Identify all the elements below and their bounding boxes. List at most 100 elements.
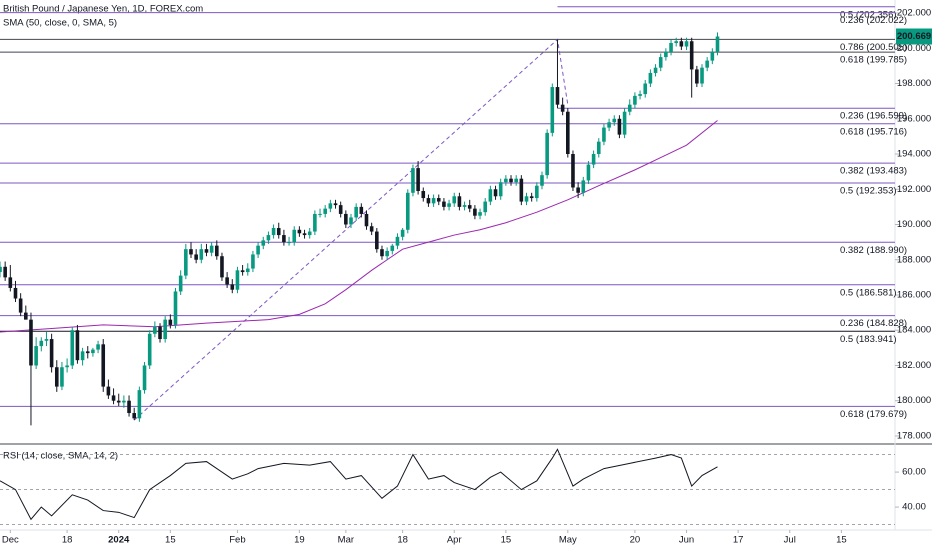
candle-body: [602, 127, 606, 142]
candle-body: [612, 118, 617, 123]
fib-label: 0.5 (183.941): [840, 334, 897, 345]
y-tick-label: 202.000: [897, 8, 931, 19]
y-tick-label: 200.000: [897, 43, 931, 54]
fib-label: 0.236 (196.599): [840, 111, 907, 122]
candle-body: [178, 275, 183, 292]
candle-body: [344, 213, 348, 225]
candle-body: [111, 395, 116, 401]
candle-body: [70, 330, 75, 366]
candle-body: [622, 111, 627, 135]
y-tick-label: 194.000: [897, 149, 931, 160]
candle-body: [473, 208, 477, 216]
candle-body: [276, 228, 281, 236]
candle-body: [251, 254, 255, 269]
candle-body: [586, 164, 591, 181]
candle-body: [318, 213, 322, 215]
candle-body: [173, 291, 178, 325]
candle-body: [400, 229, 405, 237]
candle-body: [411, 168, 415, 193]
candle-body: [24, 312, 28, 320]
candle-body: [220, 256, 224, 278]
candle-body: [684, 41, 689, 47]
x-tick-label: 2024: [108, 535, 130, 546]
candle-body: [571, 154, 575, 188]
candle-body: [245, 268, 250, 273]
candle-body: [184, 249, 188, 276]
candle-body: [390, 245, 395, 251]
candle-body: [328, 203, 333, 209]
sma-label: SMA (50, close, 0, SMA, 5): [3, 18, 117, 29]
candle-body: [282, 235, 286, 243]
fib-label: 0.236 (184.828): [840, 318, 907, 329]
x-tick-label: Jul: [784, 535, 796, 546]
y-tick-label: 188.000: [897, 254, 931, 265]
candle-body: [307, 231, 312, 236]
candle-body: [633, 95, 637, 105]
candle-body: [214, 245, 219, 257]
fib-label: 0.236 (202.022): [840, 15, 907, 26]
candle-body: [679, 41, 684, 47]
fib-label: 0.5 (202.356): [840, 9, 897, 20]
candle-body: [638, 94, 642, 96]
candle-body: [235, 270, 240, 290]
candle-body: [338, 205, 343, 214]
candle-body: [323, 208, 327, 214]
y-tick-label: 178.000: [897, 430, 931, 441]
candle-body: [483, 201, 488, 213]
candle-body: [380, 249, 384, 257]
candle-body: [462, 205, 467, 207]
candle-body: [529, 196, 534, 199]
candle-body: [545, 132, 549, 176]
candle-body: [607, 122, 611, 128]
candle-body: [535, 185, 539, 199]
x-tick-label: Mar: [338, 535, 354, 546]
x-tick-label: May: [559, 535, 577, 546]
last-price-box: [896, 28, 932, 45]
y-tick-label: 196.000: [897, 113, 931, 124]
fib-label: 0.5 (186.581): [840, 287, 897, 298]
candle-body: [576, 187, 580, 193]
candle-body: [34, 346, 38, 366]
x-tick-label: 15: [165, 535, 176, 546]
candle-body: [488, 189, 493, 202]
candle-body: [524, 196, 529, 202]
candle-body: [514, 178, 518, 183]
candle-body: [65, 365, 69, 368]
candle-body: [442, 201, 446, 207]
candle-body: [509, 178, 513, 183]
candle-body: [695, 69, 699, 84]
y-tick-label: 180.000: [897, 395, 931, 406]
candle-body: [540, 175, 544, 186]
candle-body: [271, 228, 276, 236]
y-tick-label: 192.000: [897, 184, 931, 195]
x-tick-label: 15: [836, 535, 847, 546]
candle-body: [60, 367, 64, 387]
candle-body: [596, 141, 601, 155]
candle-body: [555, 87, 560, 105]
x-tick-label: Feb: [229, 535, 245, 546]
candle-body: [137, 390, 142, 419]
rsi-y-tick-label: 60.00: [902, 467, 926, 478]
candle-body: [18, 298, 23, 313]
sma-line: [0, 120, 718, 333]
candle-body: [550, 87, 555, 133]
candle-body: [163, 319, 167, 340]
candle-body: [132, 413, 137, 419]
candle-body: [421, 191, 426, 199]
candle-body: [147, 333, 152, 366]
candle-body: [664, 51, 668, 58]
candle-body: [39, 340, 44, 347]
candle-body: [91, 349, 95, 354]
candle-body: [302, 233, 307, 236]
y-tick-label: 198.000: [897, 78, 931, 89]
candle-body: [333, 203, 338, 206]
x-tick-label: 19: [294, 535, 305, 546]
last-price-label: 200.669: [897, 31, 931, 42]
fib-label: 0.618 (195.716): [840, 126, 907, 137]
candle-body: [116, 400, 121, 403]
candle-body: [385, 250, 389, 257]
candle-body: [189, 249, 193, 255]
candle-body: [700, 67, 704, 84]
